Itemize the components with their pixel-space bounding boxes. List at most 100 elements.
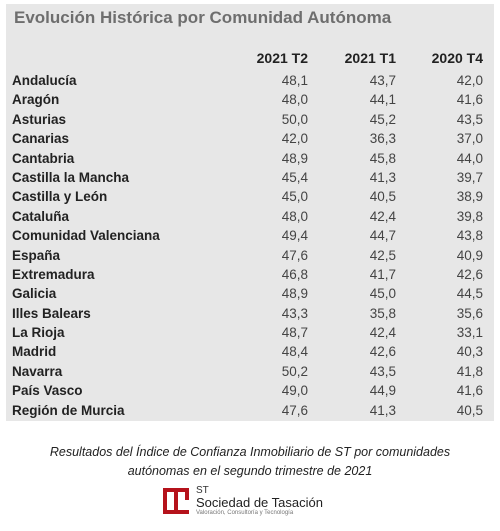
data-table-panel: Evolución Histórica por Comunidad Autóno… (6, 4, 494, 421)
index-value: 48,9 (281, 150, 308, 166)
index-value: 40,9 (456, 247, 483, 263)
region-name: La Rioja (12, 325, 65, 341)
index-value: 42,0 (281, 131, 308, 147)
index-value: 39,7 (456, 169, 483, 185)
index-value: 44,0 (456, 150, 483, 166)
index-value: 47,6 (281, 402, 308, 418)
region-name: Extremadura (12, 266, 95, 282)
table-row: Galicia 48,9 45,0 44,5 (6, 285, 494, 304)
table-row: Madrid 48,4 42,6 40,3 (6, 343, 494, 362)
logo-name: Sociedad de Tasación (196, 495, 323, 511)
index-value: 46,8 (281, 266, 308, 282)
table-title: Evolución Histórica por Comunidad Autóno… (14, 8, 392, 27)
index-value: 43,5 (369, 363, 396, 379)
index-value: 44,5 (456, 286, 483, 302)
region-name: Comunidad Valenciana (12, 228, 160, 244)
index-value: 45,4 (281, 169, 308, 185)
index-value: 43,7 (369, 73, 396, 88)
region-name: Castilla la Mancha (12, 169, 130, 185)
index-value: 41,6 (456, 92, 483, 108)
index-value: 37,0 (456, 131, 483, 147)
table-row: Cataluña 48,0 42,4 39,8 (6, 208, 494, 227)
logo-tagline: Valoración, Consultoría y Tecnología (196, 509, 294, 516)
table-row: Asturias 50,0 45,2 43,5 (6, 111, 494, 130)
index-value: 45,8 (369, 150, 396, 166)
region-name: España (12, 247, 61, 263)
index-value: 38,9 (456, 189, 483, 205)
region-name: Aragón (12, 92, 60, 108)
index-value: 45,0 (281, 189, 308, 205)
sociedad-de-tasacion-logo: ST Sociedad de Tasación Valoración, Cons… (162, 484, 323, 518)
table-row: Canarias 42,0 36,3 37,0 (6, 130, 494, 149)
region-name: País Vasco (12, 383, 83, 399)
index-value: 41,7 (369, 266, 396, 282)
index-value: 44,1 (369, 92, 396, 108)
index-value: 48,7 (281, 325, 308, 341)
region-name: Madrid (12, 344, 57, 360)
region-name: Castilla y León (12, 189, 108, 205)
table-row: La Rioja 48,7 42,4 33,1 (6, 324, 494, 343)
table-row: Illes Balears 43,3 35,8 35,6 (6, 305, 494, 324)
region-name: Navarra (12, 363, 63, 379)
region-name: Cataluña (12, 208, 70, 224)
index-value: 44,9 (369, 383, 396, 399)
table-row: Extremadura 46,8 41,7 42,6 (6, 266, 494, 285)
index-value: 41,3 (369, 169, 396, 185)
index-value: 50,0 (281, 111, 308, 127)
index-value: 45,0 (369, 286, 396, 302)
index-value: 43,3 (281, 305, 308, 321)
column-header-2020-t4: 2020 T4 (431, 50, 483, 66)
index-value: 41,8 (456, 363, 483, 379)
table-row: Cantabria 48,9 45,8 44,0 (6, 150, 494, 169)
index-value: 49,0 (281, 383, 308, 399)
region-name: Galicia (12, 286, 57, 302)
index-value: 42,6 (456, 266, 483, 282)
table-row: Navarra 50,2 43,5 41,8 (6, 363, 494, 382)
logo-abbreviation: ST (196, 484, 209, 496)
table-row: Castilla y León 45,0 40,5 38,9 (6, 188, 494, 207)
index-value: 48,4 (281, 344, 308, 360)
index-value: 36,3 (369, 131, 396, 147)
column-header-2021-t2: 2021 T2 (256, 50, 308, 66)
table-row: Región de Murcia 47,6 41,3 40,5 (6, 402, 494, 421)
table-body: Andalucía 48,1 43,7 42,0 Aragón 48,0 44,1 41,6 A… (6, 72, 494, 421)
region-name: Asturias (12, 111, 67, 127)
index-value: 35,6 (456, 305, 483, 321)
table-row: Andalucía 48,1 43,7 42,0 (6, 72, 494, 91)
caption-line-1: Resultados del Índice de Confianza Inmob… (49, 445, 451, 459)
table-row: Comunidad Valenciana 49,4 44,7 43,8 (6, 227, 494, 246)
index-value: 44,7 (369, 228, 396, 244)
table-row: País Vasco 49,0 44,9 41,6 (6, 382, 494, 401)
st-logo-icon (162, 486, 190, 516)
figure-caption: Resultados del Índice de Confianza Inmob… (0, 443, 500, 481)
region-name: Cantabria (12, 150, 75, 166)
index-value: 43,8 (456, 228, 483, 244)
index-value: 48,1 (281, 73, 308, 88)
index-value: 41,3 (369, 402, 396, 418)
table-row: Aragón 48,0 44,1 41,6 (6, 91, 494, 110)
index-value: 42,0 (456, 73, 483, 88)
index-value: 49,4 (281, 228, 308, 244)
index-value: 43,5 (456, 111, 483, 127)
table-row: España 47,6 42,5 40,9 (6, 247, 494, 266)
table-row: Castilla la Mancha 45,4 41,3 39,7 (6, 169, 494, 188)
index-value: 48,0 (281, 92, 308, 108)
index-value: 42,5 (369, 247, 396, 263)
index-value: 35,8 (369, 305, 396, 321)
index-value: 42,6 (369, 344, 396, 360)
index-value: 39,8 (456, 208, 483, 224)
index-value: 47,6 (281, 247, 308, 263)
index-value: 42,4 (369, 325, 396, 341)
index-value: 50,2 (281, 363, 308, 379)
region-name: Illes Balears (12, 305, 91, 321)
index-value: 48,0 (281, 208, 308, 224)
index-value: 48,9 (281, 286, 308, 302)
caption-line-2: autónomas en el segundo trimestre de 202… (127, 464, 373, 478)
index-value: 42,4 (369, 208, 396, 224)
index-value: 40,5 (456, 402, 483, 418)
index-value: 40,3 (456, 344, 483, 360)
region-name: Región de Murcia (12, 402, 125, 418)
index-value: 41,6 (456, 383, 483, 399)
column-header-2021-t1: 2021 T1 (344, 50, 396, 66)
index-value: 33,1 (456, 325, 483, 341)
